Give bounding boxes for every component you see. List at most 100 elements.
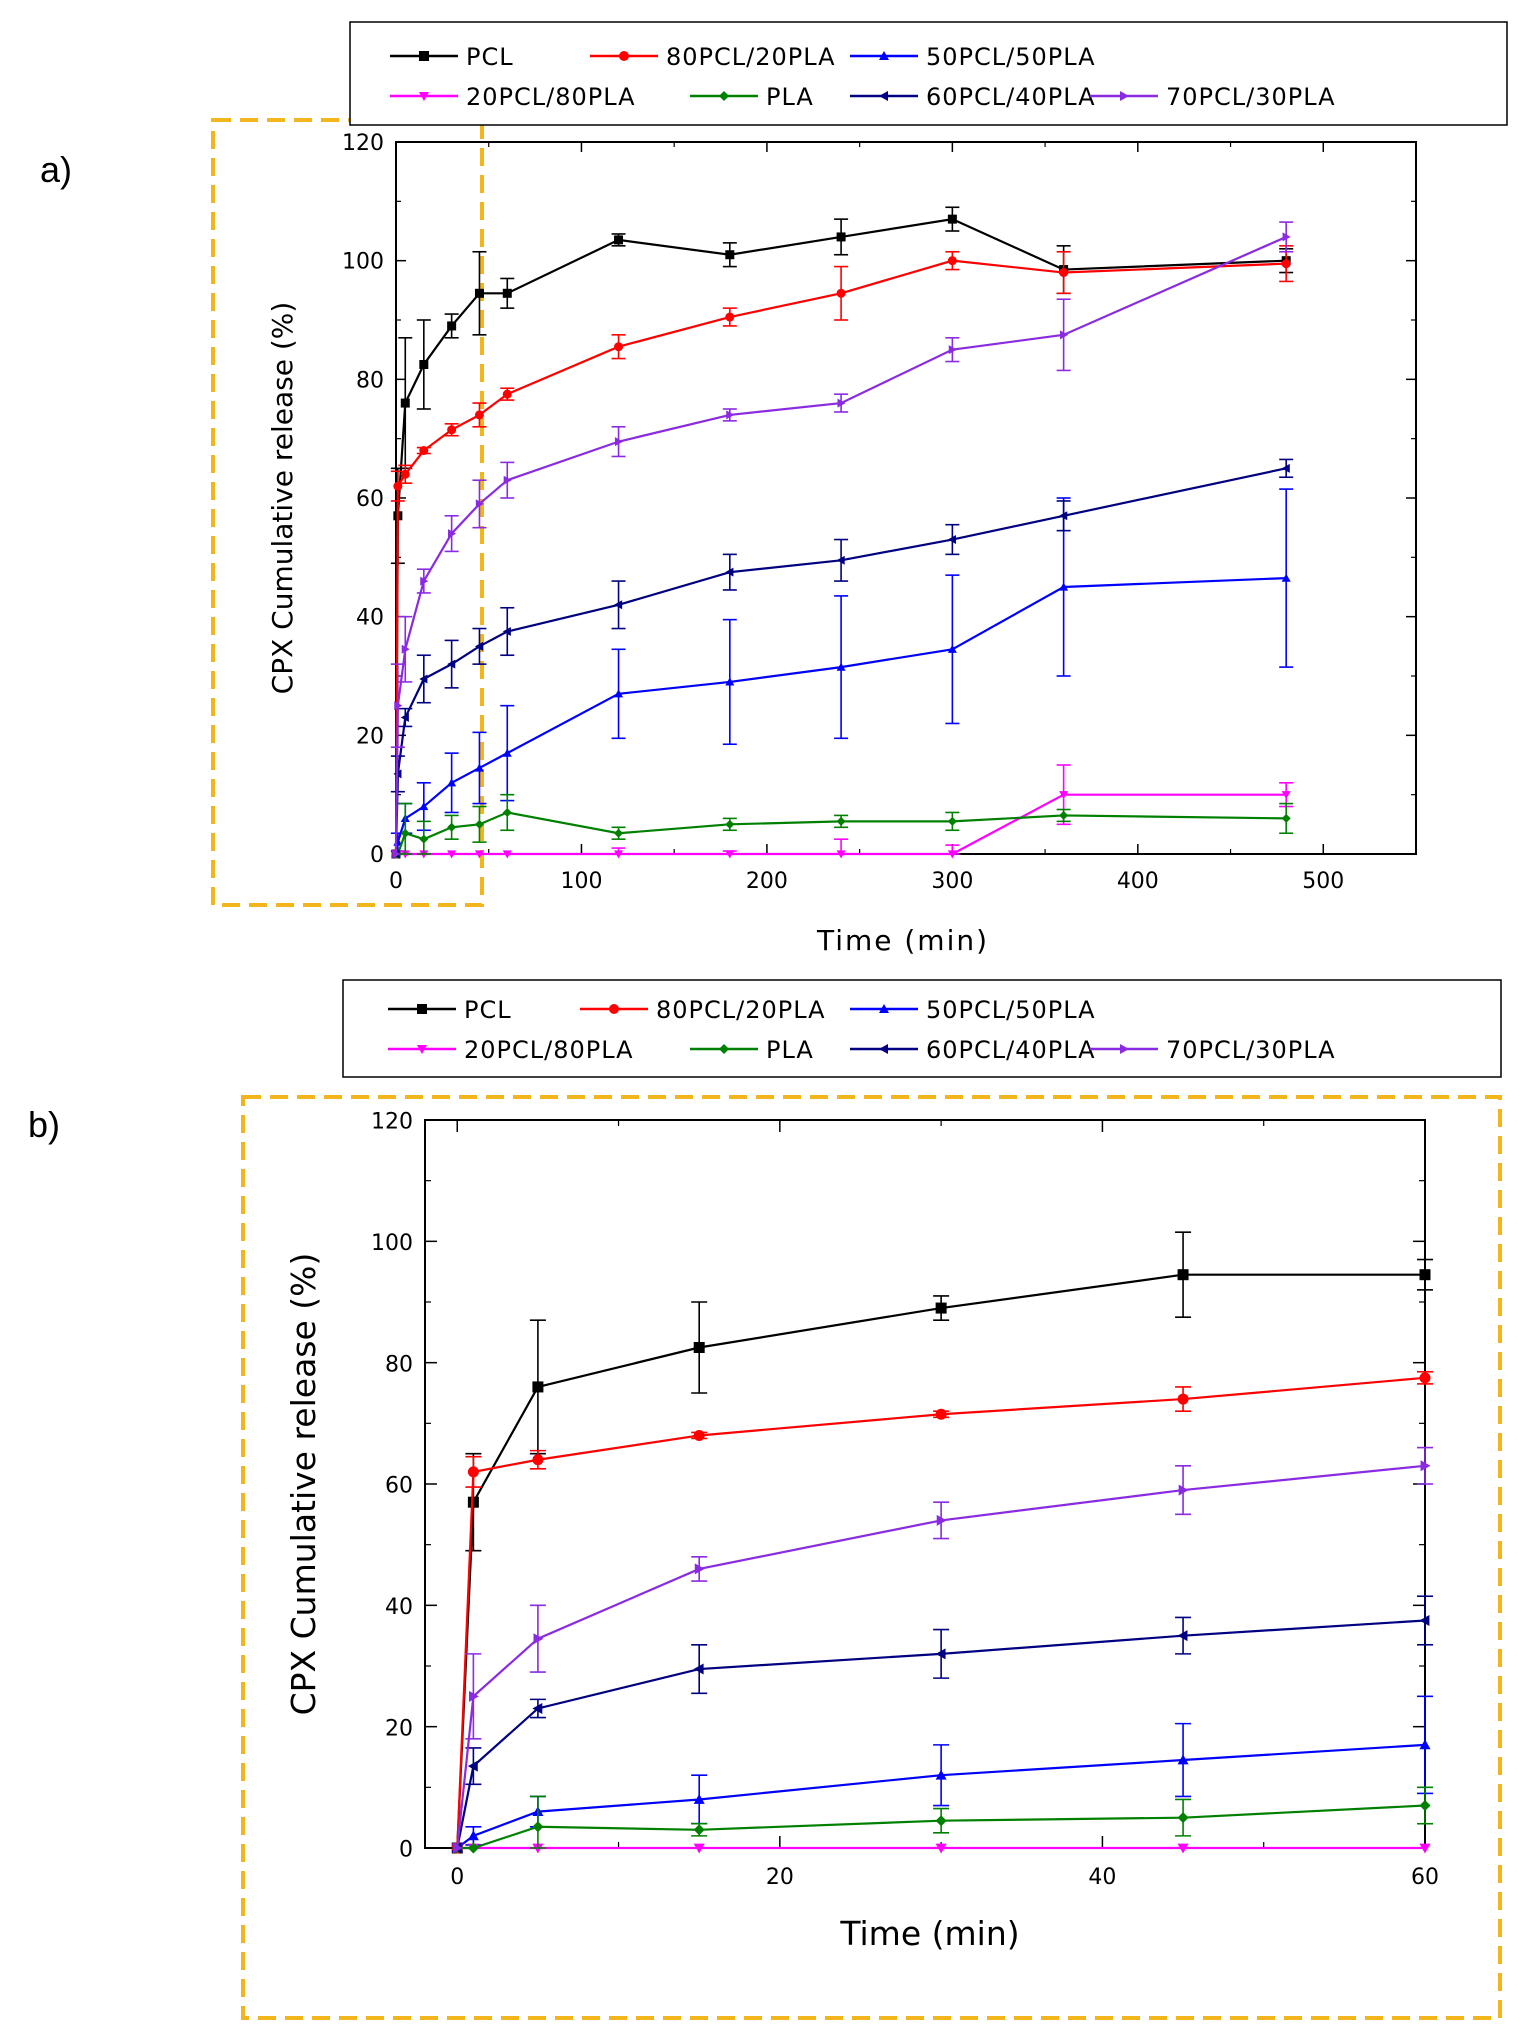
data-point-20pcl-80pla-3 <box>693 1843 705 1854</box>
x-tick-label-a-1: 100 <box>560 869 602 894</box>
data-point-pla-2 <box>400 828 410 838</box>
data-point-80pcl-20pla-9 <box>836 288 846 298</box>
legend-label-pla: PLA <box>766 1036 814 1064</box>
data-point-60pcl-40pla-7 <box>614 600 623 610</box>
data-point-70pcl-30pla-5 <box>1178 1484 1189 1496</box>
data-point-80pcl-20pla-1 <box>393 481 403 491</box>
data-point-80pcl-20pla-3 <box>693 1429 705 1441</box>
y-axis-title-b: CPX Cumulative release (%) <box>284 1253 323 1716</box>
legend-label-60pcl-40pla: 60PCL/40PLA <box>926 83 1096 111</box>
legend-marker-20pcl-80pla <box>419 92 429 101</box>
data-point-pla-11 <box>1059 810 1069 820</box>
data-point-60pcl-40pla-3 <box>419 674 428 684</box>
x-tick-label-a-4: 400 <box>1117 869 1159 894</box>
x-tick-label-a-0: 0 <box>389 869 403 894</box>
y-tick-label-a-2: 40 <box>356 606 384 631</box>
data-point-80pcl-20pla-6 <box>1419 1372 1431 1384</box>
legend-item-50pcl-50pla-a: 50PCL/50PLA <box>850 43 1096 71</box>
data-point-20pcl-80pla-11 <box>1059 791 1069 800</box>
legend-marker-pcl <box>417 1004 427 1014</box>
data-point-pla-12 <box>1281 813 1291 823</box>
data-point-80pcl-20pla-4 <box>935 1408 947 1420</box>
data-point-60pcl-40pla-8 <box>725 567 734 577</box>
legend-marker-pla <box>719 1044 729 1054</box>
data-point-pcl-7 <box>614 235 624 245</box>
legend-label-70pcl-30pla: 70PCL/30PLA <box>1166 83 1336 111</box>
data-point-pcl-8 <box>725 250 735 260</box>
legend-marker-pla <box>719 91 729 101</box>
data-point-pcl-10 <box>947 214 957 224</box>
data-point-20pcl-80pla-12 <box>1281 791 1291 800</box>
data-point-50pcl-50pla-6 <box>502 748 512 757</box>
data-point-60pcl-40pla-6 <box>1419 1615 1430 1626</box>
data-point-70pcl-30pla-3 <box>420 576 429 586</box>
legend-b: PCL 80PCL/20PLA 50PCL/50PLA 20PCL/80PLA PLA 6… <box>388 996 1335 1064</box>
data-point-pla-4 <box>447 822 457 832</box>
data-point-70pcl-30pla-9 <box>837 398 846 408</box>
legend-item-80pcl-20pla-b: 80PCL/20PLA <box>580 996 826 1024</box>
y-tick-label-b-4: 80 <box>385 1352 413 1377</box>
series-20pcl-80pla-b <box>451 1843 1431 1854</box>
data-point-60pcl-40pla-1 <box>467 1760 478 1772</box>
data-point-pcl-3 <box>419 360 429 369</box>
x-tick-label-b-1: 20 <box>766 1865 794 1890</box>
legend-label-pla: PLA <box>766 83 814 111</box>
legend-marker-50pcl-50pla <box>879 51 889 60</box>
data-point-60pcl-40pla-4 <box>447 659 456 669</box>
series-20pcl-80pla-a <box>391 764 1294 859</box>
data-point-70pcl-30pla-5 <box>475 499 484 509</box>
data-point-pla-6 <box>502 807 512 817</box>
data-point-pla-6 <box>1419 1800 1431 1812</box>
legend-label-20pcl-80pla: 20PCL/80PLA <box>464 1036 634 1064</box>
x-axis-title-b: Time (min) <box>839 1914 1019 1953</box>
data-point-50pcl-50pla-1 <box>467 1830 479 1841</box>
data-point-60pcl-40pla-2 <box>532 1702 543 1714</box>
highlight-box-a <box>211 118 484 907</box>
y-tick-label-b-6: 120 <box>371 1110 413 1135</box>
data-point-pcl-6 <box>502 288 512 298</box>
data-point-70pcl-30pla-10 <box>948 345 957 355</box>
data-point-80pcl-20pla-2 <box>532 1454 544 1466</box>
y-tick-label-a-1: 20 <box>356 724 384 749</box>
data-point-pcl-3 <box>693 1342 705 1353</box>
plot-frame-b <box>424 1119 1426 1849</box>
series-pcl-a <box>390 206 1294 859</box>
data-point-pcl-2 <box>532 1381 544 1393</box>
legend-item-70pcl-30pla-a: 70PCL/30PLA <box>1090 83 1336 111</box>
axes-a: 0 100 200 300 400 500 0 20 40 60 80 100 120 <box>342 131 1416 894</box>
data-point-60pcl-40pla-11 <box>1059 511 1068 521</box>
legend-label-50pcl-50pla: 50PCL/50PLA <box>926 43 1096 71</box>
legend-box-b <box>342 979 1502 1078</box>
data-point-70pcl-30pla-0 <box>392 849 401 859</box>
legend-item-20pcl-80pla-b: 20PCL/80PLA <box>388 1036 634 1064</box>
data-point-70pcl-30pla-4 <box>936 1514 947 1526</box>
data-point-pcl-6 <box>1419 1269 1431 1281</box>
y-tick-label-a-0: 0 <box>370 843 384 868</box>
data-point-pla-4 <box>935 1815 947 1827</box>
legend-a: PCL 80PCL/20PLA 50PCL/50PLA 20PCL/80PLA PLA 6… <box>390 43 1336 111</box>
legend-marker-pcl <box>419 51 429 61</box>
legend-label-80pcl-20pla: 80PCL/20PLA <box>656 996 826 1024</box>
data-point-20pcl-80pla-5 <box>474 850 484 859</box>
series-70pcl-30pla-a <box>390 221 1294 859</box>
legend-item-pcl-b: PCL <box>388 996 511 1024</box>
data-point-50pcl-50pla-3 <box>419 802 429 811</box>
y-tick-label-b-2: 40 <box>385 1595 413 1620</box>
data-point-60pcl-40pla-5 <box>1177 1630 1188 1642</box>
series-pla-b <box>451 1786 1433 1854</box>
panel-label-b: b) <box>28 1104 60 1145</box>
legend-label-pcl: PCL <box>466 43 514 71</box>
panel-label-a: a) <box>40 149 72 190</box>
legend-label-20pcl-80pla: 20PCL/80PLA <box>466 83 636 111</box>
data-point-60pcl-40pla-9 <box>836 555 845 565</box>
data-point-pla-7 <box>614 828 624 838</box>
data-point-70pcl-30pla-1 <box>394 701 403 711</box>
data-point-60pcl-40pla-3 <box>693 1663 704 1675</box>
legend-marker-80pcl-20pla <box>619 51 629 61</box>
data-point-pla-5 <box>1177 1812 1189 1824</box>
data-point-pcl-2 <box>400 398 410 408</box>
data-point-50pcl-50pla-5 <box>1177 1754 1189 1765</box>
data-point-20pcl-80pla-5 <box>1177 1843 1189 1854</box>
data-point-pla-10 <box>947 816 957 826</box>
legend-marker-70pcl-30pla <box>1120 1044 1129 1054</box>
